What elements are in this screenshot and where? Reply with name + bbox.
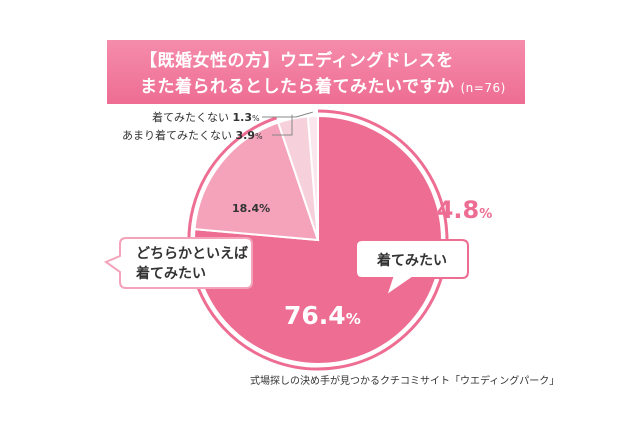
slice-callout-bubble [103, 237, 253, 289]
title-band [107, 40, 525, 104]
slice-category-label: あまり着てみたくない 3.9% [122, 128, 263, 142]
chart-title-text2: また着られるとしたら着てみたいですか [140, 77, 455, 97]
chart-title-text1: 【既婚女性の方】ウエディングドレスを [140, 51, 454, 71]
slice-value-label: 76.4% [284, 301, 361, 330]
source-note: 式場探しの決め手が見つかるクチコミサイト「ウエディングパーク」 [250, 376, 560, 387]
sample-size-note: (n=76) [460, 81, 506, 95]
combined-total-label: 94.8% [420, 196, 492, 224]
leader-line [272, 114, 293, 136]
chart-title-line1: 【既婚女性の方】ウエディングドレスを [140, 46, 454, 71]
slice-value-label: 18.4% [232, 202, 270, 215]
pie-slice [193, 114, 443, 365]
slice-category-label: 着てみたい [135, 265, 206, 282]
leader-line [262, 111, 313, 118]
slice-category-label: 着てみたい [376, 252, 447, 269]
slice-category-label: どちらかといえば [136, 246, 248, 262]
slice-category-label: 着てみたくない 1.3% [152, 110, 260, 124]
chart-title-line2: また着られるとしたら着てみたいですか (n=76) [140, 72, 506, 97]
pie-slice [306, 114, 319, 241]
combined-share-ring [187, 109, 449, 371]
slice-callout-bubble [355, 239, 469, 299]
